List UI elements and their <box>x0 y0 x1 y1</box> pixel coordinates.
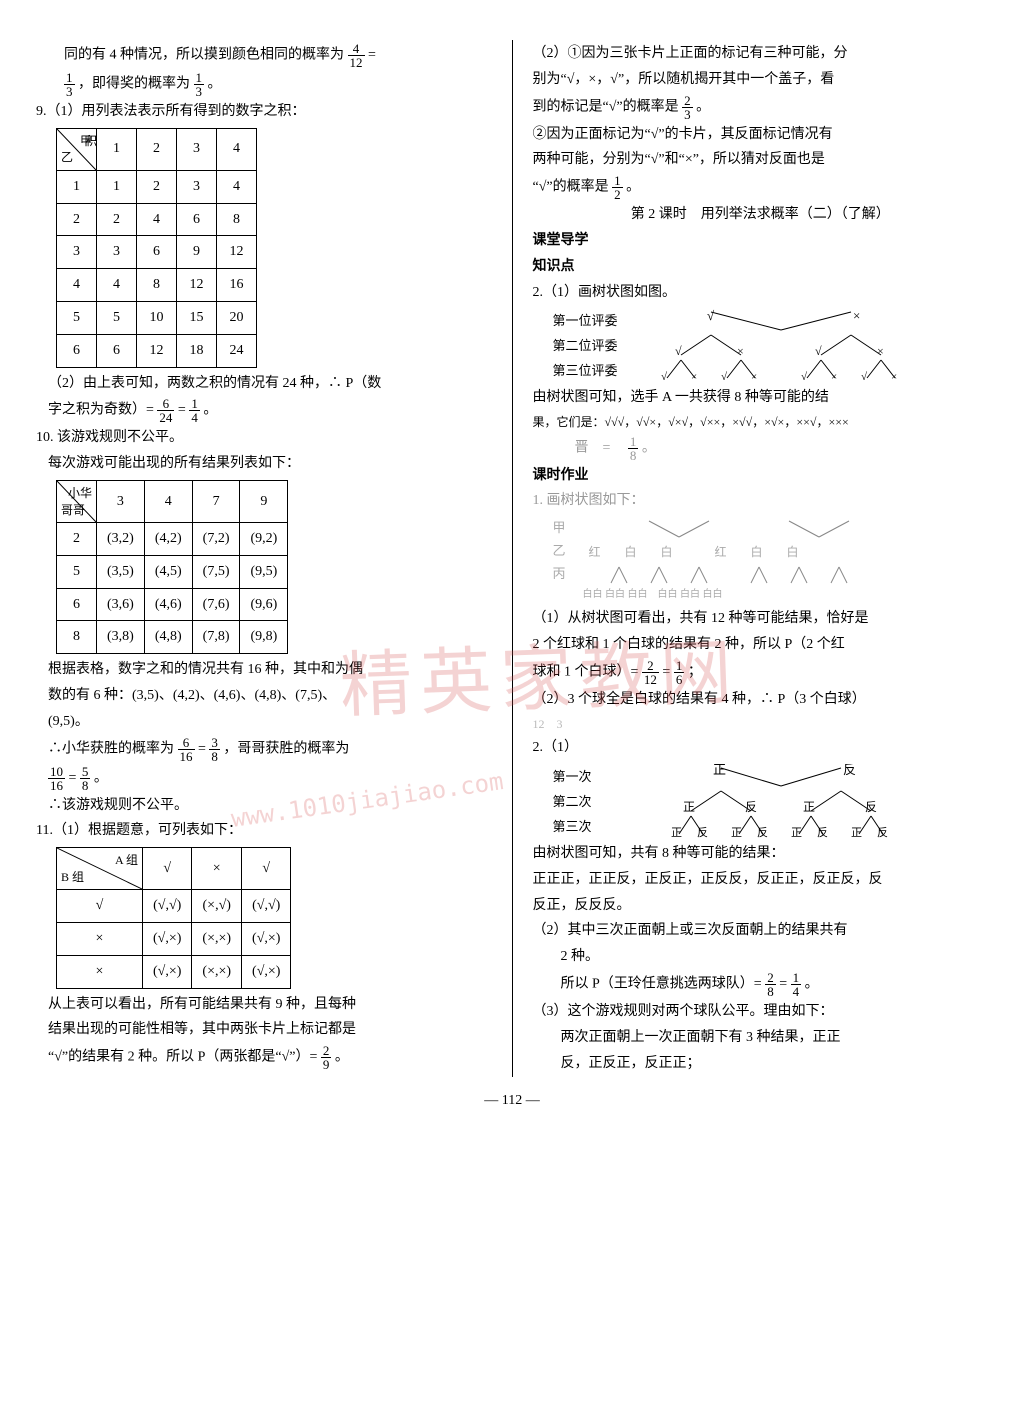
svg-text:×: × <box>691 371 697 382</box>
heading: 课时作业 <box>533 464 989 488</box>
text: 13 ，即得奖的概率为 13 。 <box>36 71 492 98</box>
text: 根据表格，数字之和的情况共有 16 种，其中和为偶 <box>36 658 492 682</box>
text: 反正，反反反。 <box>533 894 989 918</box>
svg-text:反: 反 <box>745 800 757 813</box>
svg-text:反: 反 <box>757 826 768 838</box>
text: 反，正反正，反正正； <box>533 1052 989 1076</box>
q2-2: 2.（1） <box>533 736 989 760</box>
svg-text:反: 反 <box>865 800 877 813</box>
text: 字之积为奇数）= 624 = 14 。 <box>36 397 492 424</box>
svg-text:√: √ <box>721 371 728 382</box>
text: 数的有 6 种：(3,5)、(4,2)、(4,6)、(4,8)、(7,5)、 <box>36 684 492 708</box>
svg-text:×: × <box>831 371 837 382</box>
svg-text:√: √ <box>861 371 868 382</box>
text: 由树状图可知，共有 8 种等可能的结果： <box>533 842 989 866</box>
text: （1）从树状图可看出，共有 12 种等可能结果，恰好是 <box>533 607 989 631</box>
svg-text:√: √ <box>675 344 682 357</box>
text: 每次游戏可能出现的所有结果列表如下： <box>36 452 492 476</box>
page-number: — 112 — <box>36 1089 988 1113</box>
text: ∴小华获胜的概率为 616 = 38 ，哥哥获胜的概率为 <box>36 736 492 763</box>
page-columns: 同的有 4 种情况，所以摸到颜色相同的概率为 412 = 13 ，即得奖的概率为… <box>36 40 988 1077</box>
svg-text:√: √ <box>707 308 715 323</box>
svg-text:正: 正 <box>713 764 726 777</box>
text: 同的有 4 种情况，所以摸到颜色相同的概率为 412 = <box>36 42 492 69</box>
svg-text:正: 正 <box>791 827 802 838</box>
tree-diagram-3: 第一次 正反 第二次 正反 正反 第三次 <box>553 764 989 838</box>
text: （3）这个游戏规则对两个球队公平。理由如下： <box>533 1000 989 1024</box>
svg-text:反: 反 <box>697 826 708 838</box>
column-divider <box>512 40 513 1077</box>
svg-text:正: 正 <box>671 827 682 838</box>
q10: 10. 该游戏规则不公平。 <box>36 426 492 450</box>
text: 两次正面朝上一次正面朝下有 3 种结果，正正 <box>533 1026 989 1050</box>
text: 两种可能，分别为“√”和“×”，所以猜对反面也是 <box>533 148 989 172</box>
table-sum: 小华 哥哥 3 4 7 9 2(3,2)(4,2)(7,2)(9,2) 5(3,… <box>56 480 288 654</box>
text: ②因为正面标记为“√”的卡片，其反面标记情况有 <box>533 123 989 147</box>
svg-text:正: 正 <box>803 800 815 813</box>
right-column: （2）①因为三张卡片上正面的标记有三种可能，分 别为“√，×，√”，所以随机揭开… <box>533 40 989 1077</box>
text: 2 个红球和 1 个白球的结果有 2 种，所以 P（2 个红 <box>533 633 989 657</box>
heading: 课堂导学 <box>533 229 989 253</box>
text: （2）①因为三张卡片上正面的标记有三种可能，分 <box>533 42 989 66</box>
text: （2）由上表可知，两数之积的情况有 24 种，∴ P（数 <box>36 372 492 396</box>
text: ∴该游戏规则不公平。 <box>36 794 492 818</box>
text: “√”的概率是 12 。 <box>533 174 989 201</box>
section-title: 第 2 课时 用列举法求概率（二）（了解） <box>533 203 989 227</box>
svg-text:反: 反 <box>843 764 856 777</box>
text: 所以 P（王玲任意挑选两球队）= 28 = 14 。 <box>533 971 989 998</box>
table-product: 甲 乙 积 1 2 3 4 11234 22468 336912 4481216… <box>56 128 257 368</box>
text: “√”的结果有 2 种。所以 P（两张都是“√”）= 29 。 <box>36 1044 492 1071</box>
svg-text:×: × <box>737 344 744 357</box>
svg-text:正: 正 <box>683 800 695 813</box>
svg-text:×: × <box>853 308 860 323</box>
text: （2）3 个球全是白球的结果有 4 种，∴ P（3 个白球） <box>533 688 989 712</box>
text: 正正正，正正反，正反正，正反反，反正正，反正反，反 <box>533 868 989 892</box>
svg-text:×: × <box>751 371 757 382</box>
table-ab: A 组 B 组 √ × √ √(√,√)(×,√)(√,√) ×(√,×)(×,… <box>56 847 291 988</box>
svg-text:√: √ <box>815 344 822 357</box>
text: 结果出现的可能性相等，其中两张卡片上标记都是 <box>36 1018 492 1042</box>
svg-text:反: 反 <box>877 826 888 838</box>
svg-text:√: √ <box>801 371 808 382</box>
q2: 2.（1）画树状图如图。 <box>533 281 989 305</box>
tree-diagram-1: 第一位评委 √ × 第二位评委 √× √× 第三位评委 <box>553 308 989 382</box>
text: 到的标记是“√”的概率是 23 。 <box>533 94 989 121</box>
text: （2）其中三次正面朝上或三次反面朝上的结果共有 <box>533 919 989 943</box>
svg-text:正: 正 <box>851 827 862 838</box>
text: 晋 = 18 。 <box>533 435 989 462</box>
text: 别为“√，×，√”，所以随机揭开其中一个盖子，看 <box>533 68 989 92</box>
svg-text:×: × <box>877 344 884 357</box>
svg-text:√: √ <box>661 371 668 382</box>
text: 球和 1 个白球）= 212 = 16 ； <box>533 659 989 686</box>
heading: 知识点 <box>533 255 989 279</box>
q9: 9.（1）用列表法表示所有得到的数字之积： <box>36 100 492 124</box>
tree-diagram-2: 甲 乙 红 白 白 红 白 白 丙 <box>553 517 989 603</box>
text: 12 3 <box>533 714 989 734</box>
svg-text:×: × <box>891 371 897 382</box>
text: 从上表可以看出，所有可能结果共有 9 种，且每种 <box>36 993 492 1017</box>
q11: 11.（1）根据题意，可列表如下： <box>36 819 492 843</box>
text: 1016 = 58 。 <box>36 765 492 792</box>
text: 果，它们是：√√√，√√×，√×√，√××，×√√，×√×，××√，××× <box>533 412 989 432</box>
svg-text:反: 反 <box>817 826 828 838</box>
svg-text:正: 正 <box>731 827 742 838</box>
text: 由树状图可知，选手 A 一共获得 8 种等可能的结 <box>533 386 989 410</box>
left-column: 同的有 4 种情况，所以摸到颜色相同的概率为 412 = 13 ，即得奖的概率为… <box>36 40 492 1077</box>
text: (9,5)。 <box>36 710 492 734</box>
text: 2 种。 <box>533 945 989 969</box>
text: 1. 画树状图如下： <box>533 489 989 513</box>
